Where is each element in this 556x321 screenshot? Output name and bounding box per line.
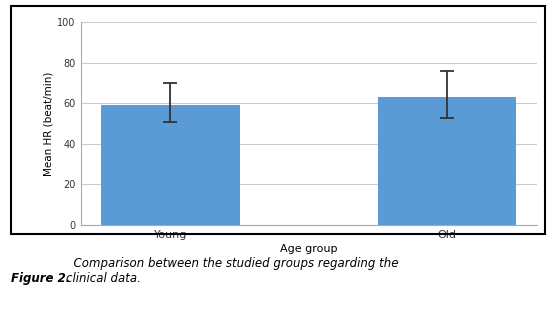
Text: Comparison between the studied groups regarding the
clinical data.: Comparison between the studied groups re…	[66, 257, 398, 285]
Bar	[101, 105, 240, 225]
Text: Figure 2.: Figure 2.	[11, 273, 71, 285]
Y-axis label: Mean HR (beat/min): Mean HR (beat/min)	[43, 71, 53, 176]
Bar	[378, 97, 516, 225]
X-axis label: Age group: Age group	[280, 244, 337, 254]
